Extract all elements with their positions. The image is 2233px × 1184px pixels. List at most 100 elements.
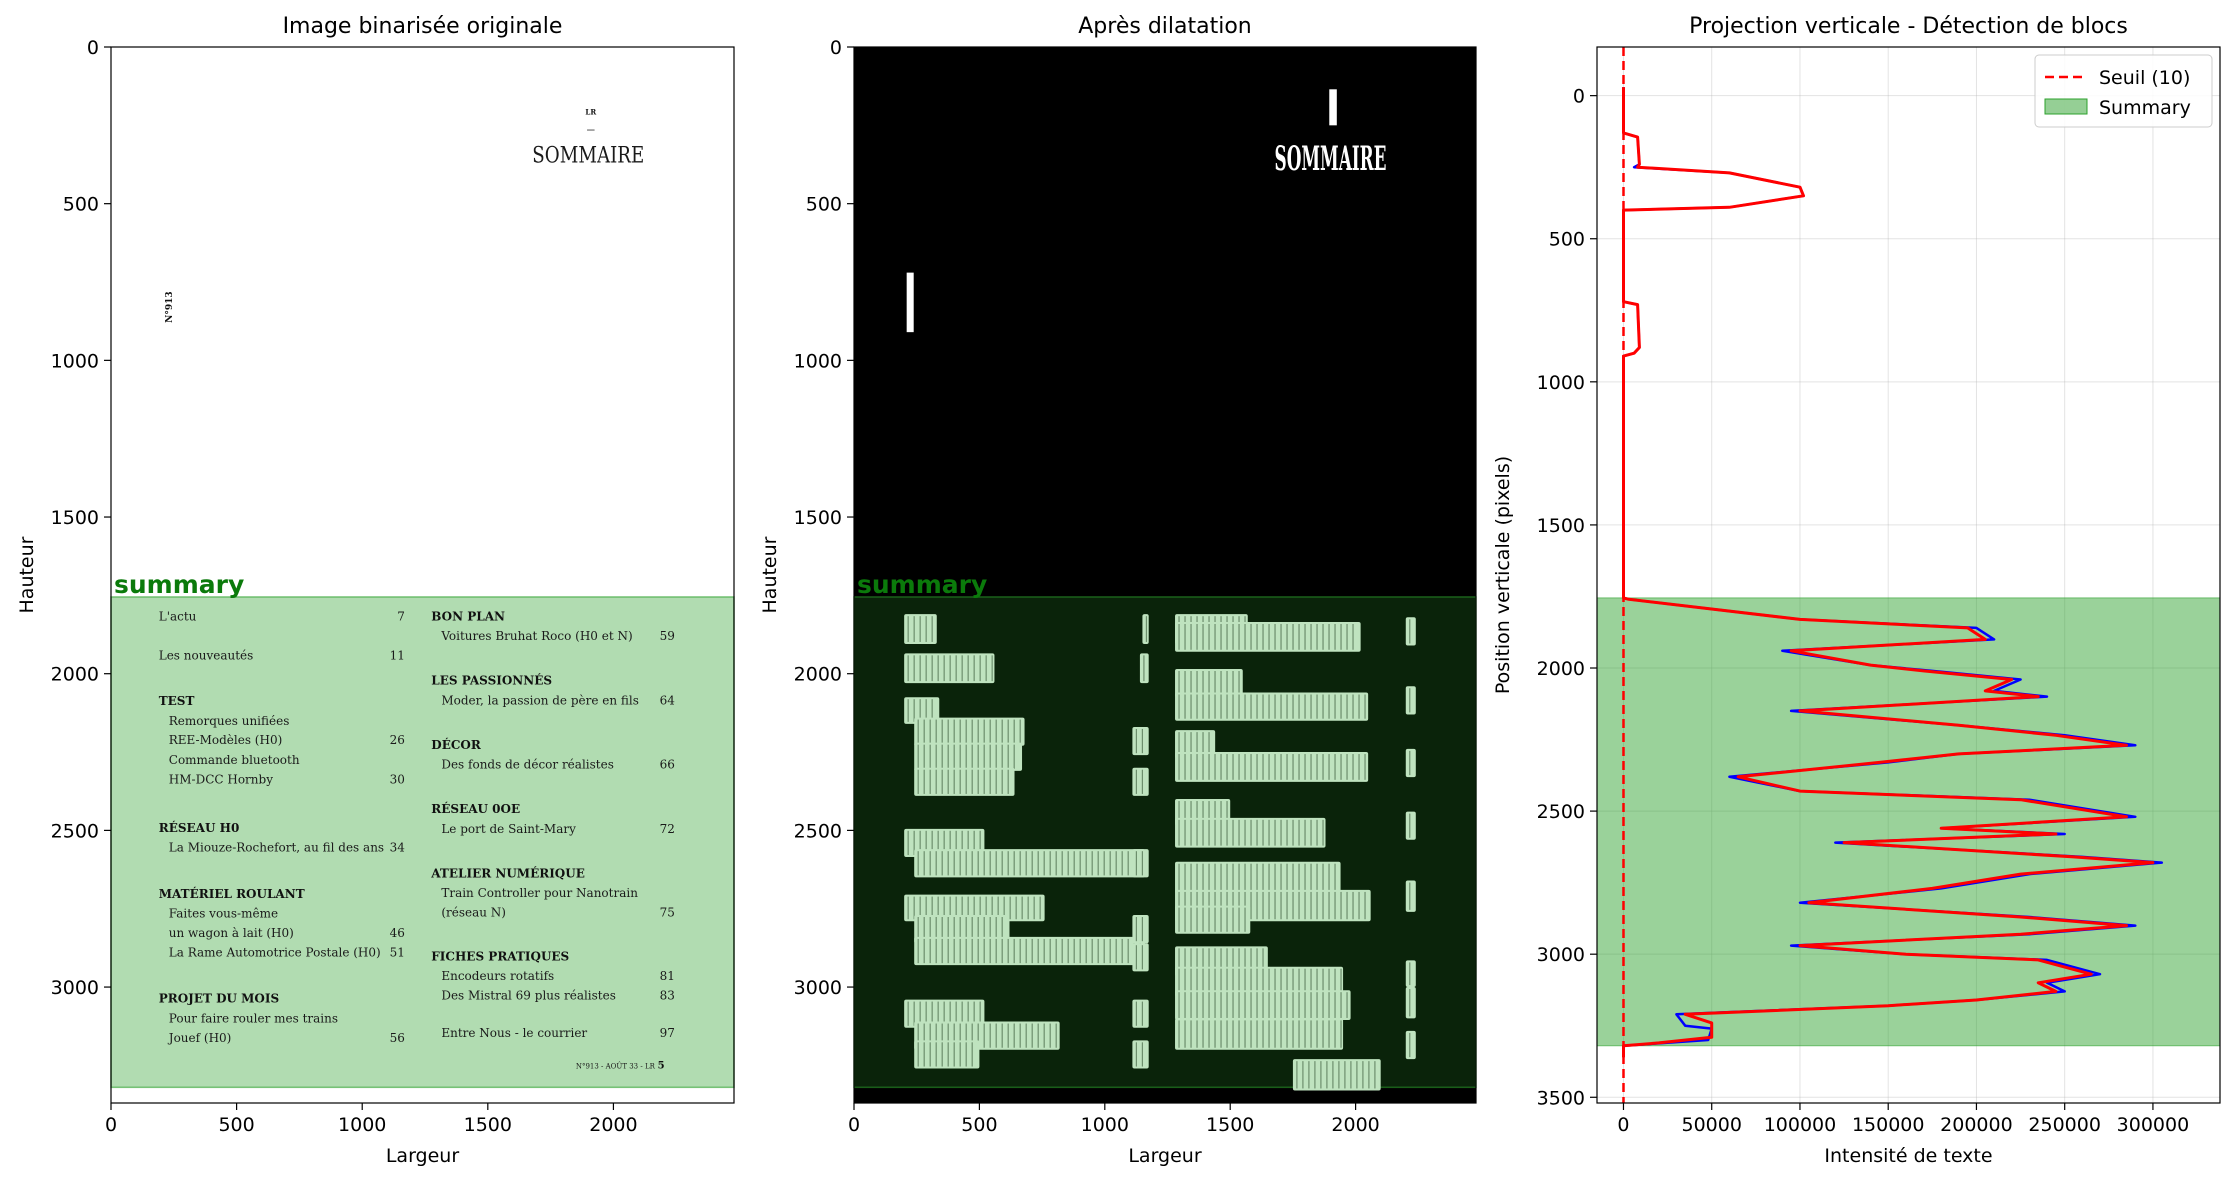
toc-entry: RÉSEAU 0OE [431, 801, 520, 816]
dilated-blob [1132, 914, 1149, 944]
dilated-blob [1175, 1018, 1344, 1050]
toc-page-number: 75 [660, 906, 675, 920]
dilated-blob [914, 742, 1023, 771]
y-tick-label: 1500 [1537, 515, 1585, 537]
y-tick-label: 0 [1573, 86, 1585, 108]
y-tick-label: 2500 [1537, 801, 1585, 823]
x-tick-label: 0 [105, 1114, 117, 1136]
toc-page-number: 81 [660, 969, 675, 983]
page-background [111, 47, 734, 1103]
toc-entry: RÉSEAU H0 [159, 820, 240, 835]
chart-title: Projection verticale - Détection de bloc… [1689, 14, 2128, 39]
dilated-blob [1175, 817, 1326, 848]
y-tick-label: 500 [806, 194, 842, 216]
dilated-blob [1405, 880, 1416, 912]
toc-entry: TEST [159, 694, 195, 708]
chart-title: Image binarisée originale [283, 14, 563, 39]
toc-page-number: 66 [660, 758, 675, 772]
dilated-blob [1405, 811, 1416, 840]
dilated-blob [1405, 748, 1416, 778]
dilated-blob [1175, 752, 1369, 782]
dilated-blob [1132, 849, 1149, 878]
toc-page-number: 26 [390, 733, 405, 747]
toc-entry: La Miouze-Rochefort, au fil des ans [169, 841, 384, 855]
toc-entry: PROJET DU MOIS [159, 992, 279, 1006]
x-axis-label: Intensité de texte [1824, 1145, 1992, 1167]
dilated-blob [1175, 905, 1251, 934]
dilated-blob [906, 272, 914, 333]
toc-entry: Les nouveautés [159, 649, 254, 663]
dilated-blob [1405, 987, 1416, 1019]
summary-label: summary [114, 570, 244, 599]
x-tick-label: 1500 [1206, 1114, 1254, 1136]
dilated-blob [914, 914, 1010, 944]
dilated-blob [914, 767, 1015, 796]
dilated-blob [1405, 686, 1416, 715]
dilated-blob [1132, 1040, 1149, 1069]
toc-entry: DÉCOR [431, 737, 482, 752]
plot-frame [853, 46, 1477, 1104]
toc-entry: Encodeurs rotatifs [441, 969, 554, 983]
toc-entry: Faites vous-même [169, 906, 278, 920]
y-tick-label: 0 [87, 37, 99, 59]
toc-entry: HM-DCC Hornby [169, 772, 273, 786]
x-tick-label: 1500 [464, 1114, 512, 1136]
x-axis-label: Largeur [386, 1145, 459, 1167]
toc-page-number: 97 [660, 1026, 675, 1040]
toc-page-number: 72 [660, 822, 675, 836]
x-tick-label: 100000 [1764, 1114, 1837, 1136]
dilated-blob [904, 653, 995, 684]
image-panel-2: summary SOMMAIRE 0 500 1000 1500 2000 0 500 1000 1… [759, 14, 1477, 1167]
toc-entry: LES PASSIONNÉS [431, 673, 552, 688]
y-axis-label: Hauteur [759, 536, 781, 613]
y-tick-label: 1000 [51, 350, 99, 372]
toc-entry: Remorques unifiées [169, 714, 290, 728]
toc-entry: Le port de Saint-Mary [441, 822, 576, 836]
dilated-blob [1175, 966, 1344, 997]
summary-region [110, 596, 735, 1089]
legend: Seuil (10) Summary [2034, 54, 2213, 128]
y-tick-label: 2000 [794, 664, 842, 686]
y-tick-label: 1000 [1537, 372, 1585, 394]
dilated-blob [1132, 943, 1149, 972]
dilated-heading: SOMMAIRE [1275, 139, 1387, 179]
toc-entry: Des fonds de décor réalistes [441, 758, 614, 772]
y-tick-label: 3000 [51, 977, 99, 999]
x-tick-label: 500 [218, 1114, 254, 1136]
toc-entry: (réseau N) [441, 906, 506, 920]
page-footer-number: 5 [658, 1061, 665, 1072]
toc-page-number: 46 [390, 926, 405, 940]
dilated-blob [1405, 960, 1416, 988]
toc-entry: un wagon à lait (H0) [169, 926, 294, 940]
y-tick-label: 2000 [1537, 658, 1585, 680]
dilated-blob [1405, 617, 1416, 646]
y-axis-label: Hauteur [16, 536, 38, 613]
dilated-blob [1292, 1059, 1381, 1091]
y-tick-label: 500 [1549, 229, 1585, 251]
toc-page-number: 11 [390, 649, 405, 663]
y-tick-label: 3000 [794, 977, 842, 999]
x-tick-label: 1000 [338, 1114, 386, 1136]
y-tick-label: 1500 [794, 507, 842, 529]
legend-summary-swatch [2044, 98, 2088, 115]
toc-entry: FICHES PRATIQUES [431, 949, 569, 963]
y-tick-label: 1000 [794, 350, 842, 372]
dilated-blob [1175, 861, 1341, 894]
summary-region [1596, 597, 2221, 1047]
toc-page-number: 34 [390, 841, 406, 855]
projection-panel: 0 50000 100000 150000 200000 250000 300000 0 500… [1492, 14, 2221, 1167]
page-footer: N°913 - AOÛT 33 - LR [576, 1062, 656, 1071]
toc-entry: Commande bluetooth [169, 753, 300, 767]
x-tick-label: 500 [961, 1114, 997, 1136]
chart-title: Après dilatation [1078, 14, 1252, 39]
x-tick-label: 2000 [589, 1114, 637, 1136]
toc-page-number: 64 [660, 693, 676, 707]
x-tick-label: 300000 [2117, 1114, 2190, 1136]
y-tick-label: 2500 [794, 820, 842, 842]
y-axis-label: Position verticale (pixels) [1492, 456, 1514, 694]
toc-entry: Pour faire rouler mes trains [169, 1011, 338, 1025]
x-tick-label: 200000 [1940, 1114, 2013, 1136]
y-tick-label: 2000 [51, 664, 99, 686]
toc-page-number: 7 [397, 609, 405, 623]
y-tick-label: 3000 [1537, 944, 1585, 966]
